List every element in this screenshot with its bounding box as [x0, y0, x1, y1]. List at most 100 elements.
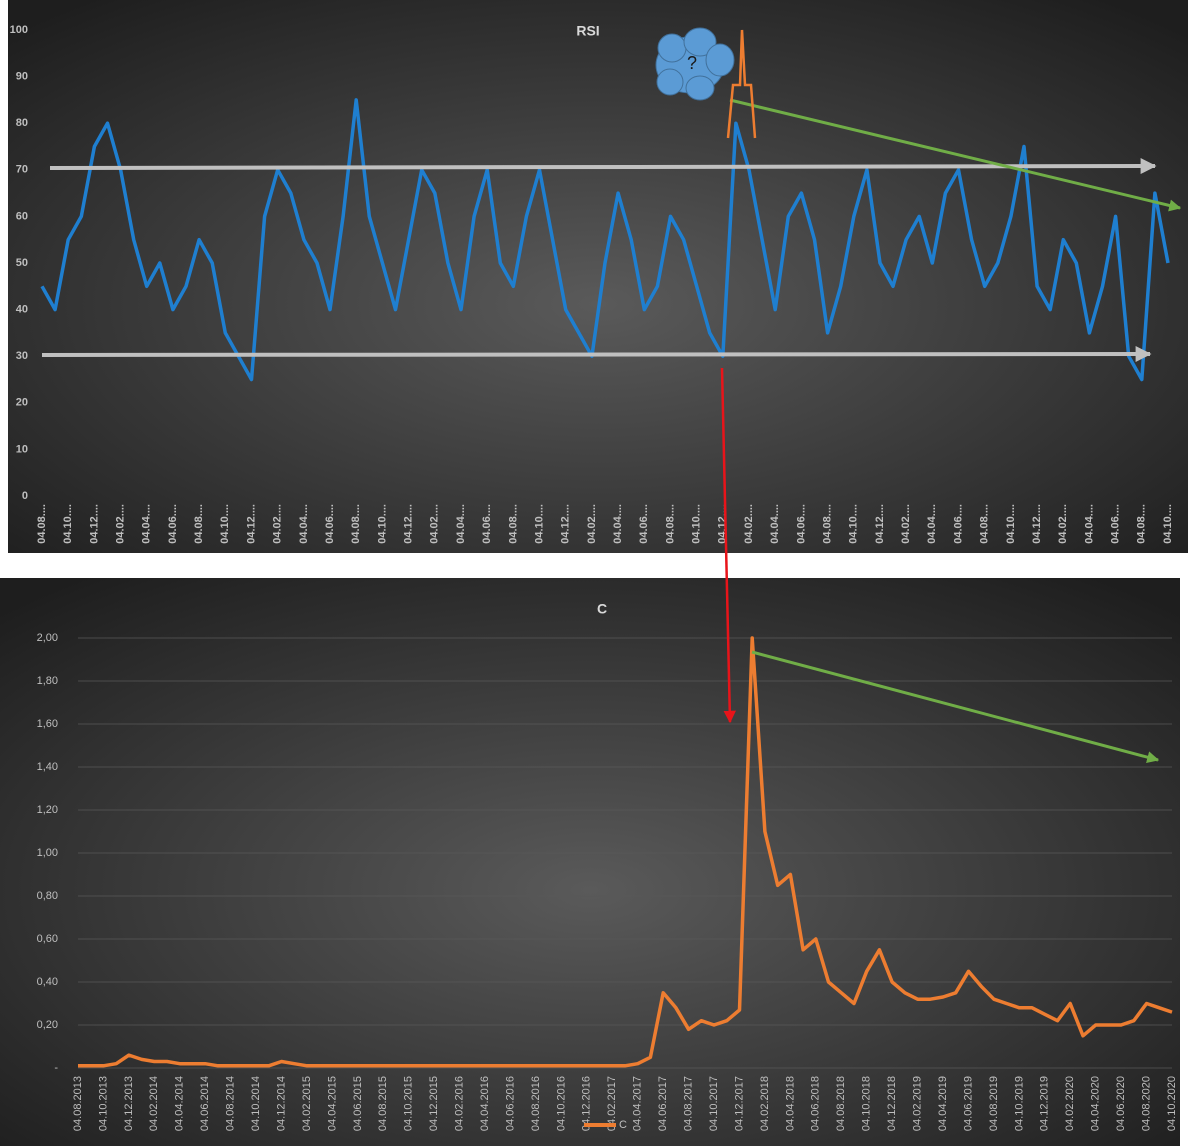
x-tick-label: 04.06.... [795, 504, 807, 544]
x-tick-label: 04.06.... [481, 504, 493, 544]
x-tick-label: 04.02.... [743, 504, 755, 544]
x-tick-label: 04.08.... [36, 504, 48, 544]
y-tick-label: 1,80 [37, 675, 58, 687]
plots: 0 10 20 30 40 50 60 70 80 90 100 04.08.... 04.10....… [10, 24, 1178, 1131]
x-tick-label: 04.04.2018 [784, 1076, 796, 1131]
x-tick-label: 04.12.2017 [733, 1076, 745, 1131]
arrow [49, 158, 1157, 175]
x-tick-label: 04.08.2013 [72, 1076, 84, 1131]
y-tick-label: 0,40 [37, 976, 58, 988]
x-tick-label: 04.04.2015 [326, 1076, 338, 1131]
x-tick-label: 04.06.... [638, 504, 650, 544]
x-tick-label: 04.06.... [167, 504, 179, 544]
x-tick-label: 04.08.... [193, 504, 205, 544]
x-tick-label: 04.06.2016 [504, 1076, 516, 1131]
y-tick-label: - [54, 1062, 58, 1074]
x-tick-label: 04.08.2019 [988, 1076, 1000, 1131]
y-tick-label: 1,60 [37, 718, 58, 730]
y-tick-label: 1,00 [37, 847, 58, 859]
x-tick-label: 04.04.... [298, 504, 310, 544]
x-tick-label: 04.02.2014 [148, 1076, 160, 1131]
panel-c [0, 578, 1180, 1146]
x-tick-label: 04.04.... [455, 504, 467, 544]
x-tick-label: 04.10.2019 [1013, 1076, 1025, 1131]
cloud [655, 27, 735, 101]
x-tick-label: 04.08.... [507, 504, 519, 544]
y-tick-label: 2,00 [37, 632, 58, 644]
x-tick-label: 04.04.2020 [1090, 1076, 1102, 1131]
x-tick-label: 04.10.... [62, 504, 74, 544]
x-tick-label: 04.02.... [429, 504, 441, 544]
line [40, 98, 1170, 382]
x-tick-label: 04.10.2018 [861, 1076, 873, 1131]
x-tick-label: 04.12.2016 [581, 1076, 593, 1131]
y-tick-label: 0,20 [37, 1019, 58, 1031]
x-tick-label: 04.08.... [350, 504, 362, 544]
x-tick-label: 04.10.2016 [555, 1076, 567, 1131]
arrow [720, 367, 736, 724]
x-tick-label: 04.02.2018 [759, 1076, 771, 1131]
x-tick-label: 04.08.2018 [835, 1076, 847, 1131]
x-tick-label: 04.04.2014 [174, 1076, 186, 1131]
x-tick-label: 04.04.... [769, 504, 781, 544]
x-tick-label: 04.10.... [848, 504, 860, 544]
x-tick-label: 04.06.2019 [962, 1076, 974, 1131]
x-tick-label: 04.10.... [1005, 504, 1017, 544]
x-tick-label: 04.02.... [272, 504, 284, 544]
y-tick-label: 30 [16, 350, 28, 362]
x-tick-label: 04.02.... [1057, 504, 1069, 544]
x-tick-label: 04.12.2015 [428, 1076, 440, 1131]
x-tick-label: 04.02.2020 [1064, 1076, 1076, 1131]
x-tick-label: 04.08.2017 [683, 1076, 695, 1131]
bracket [726, 29, 757, 139]
y-tick-label: 40 [16, 304, 28, 316]
x-tick-label: 04.08.2015 [377, 1076, 389, 1131]
x-tick-label: 04.12.... [874, 504, 886, 544]
x-tick-label: 04.06.2014 [199, 1076, 211, 1131]
x-tick-label: 04.06.2018 [810, 1076, 822, 1131]
annotations: ? [41, 27, 1182, 764]
x-tick-label: 04.02.... [114, 504, 126, 544]
x-tick-label: 04.06.2020 [1115, 1076, 1127, 1131]
x-tick-label: 04.10.2014 [250, 1076, 262, 1131]
chart-title: RSI [576, 23, 599, 39]
x-tick-label: 04.12.2014 [275, 1076, 287, 1131]
panel-rsi [8, 0, 1188, 553]
x-tick-label: 04.02.2017 [606, 1076, 618, 1131]
x-tick-label: 04.10.... [376, 504, 388, 544]
x-tick-label: 04.12.2018 [886, 1076, 898, 1131]
x-tick-label: 04.04.... [141, 504, 153, 544]
x-tick-label: 04.02.... [586, 504, 598, 544]
x-tick-label: 04.08.... [979, 504, 991, 544]
x-tick-label: 04.04.2017 [632, 1076, 644, 1131]
y-tick-label: 80 [16, 117, 28, 129]
x-tick-label: 04.04.... [926, 504, 938, 544]
arrow [729, 98, 1182, 212]
x-tick-label: 04.08.2014 [225, 1076, 237, 1131]
x-tick-label: 04.10.2020 [1166, 1076, 1178, 1131]
x-tick-label: 04.10.... [691, 504, 703, 544]
x-tick-label: 04.02.2019 [911, 1076, 923, 1131]
annotation: ? [687, 53, 697, 73]
x-tick-label: 04.10.2013 [97, 1076, 109, 1131]
x-tick-label: 04.10.... [219, 504, 231, 544]
x-tick-label: 04.12.... [560, 504, 572, 544]
y-tick-label: 20 [16, 397, 28, 409]
y-tick-label: 10 [16, 443, 28, 455]
y-tick-label: 0,80 [37, 890, 58, 902]
y-tick-label: 0 [22, 490, 28, 502]
y-tick-label: 0,60 [37, 933, 58, 945]
x-tick-label: 04.12.... [403, 504, 415, 544]
x-tick-label: 04.04.... [1083, 504, 1095, 544]
y-tick-label: 70 [16, 164, 28, 176]
y-tick-label: 100 [10, 24, 28, 36]
y-tick-label: 60 [16, 210, 28, 222]
x-tick-label: 04.10.... [533, 504, 545, 544]
x-tick-label: 04.04.2019 [937, 1076, 949, 1131]
x-tick-label: 04.12.... [245, 504, 257, 544]
x-tick-label: 04.02.2015 [301, 1076, 313, 1131]
y-tick-label: 90 [16, 71, 28, 83]
y-tick-label: 50 [16, 257, 28, 269]
x-tick-label: 04.12.2019 [1039, 1076, 1051, 1131]
